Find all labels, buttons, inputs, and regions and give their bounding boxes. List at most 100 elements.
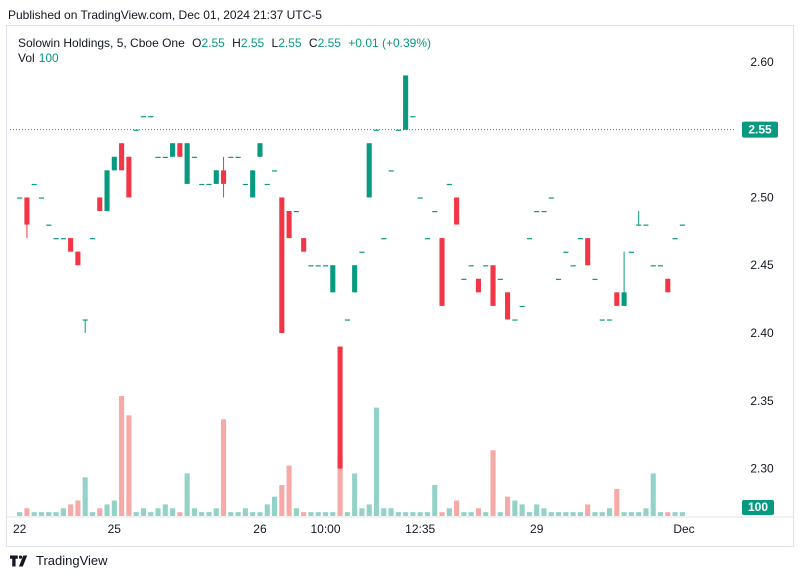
candle-body — [104, 170, 110, 211]
change-value: +0.01 (+0.39%) — [348, 36, 432, 50]
volume-bar — [104, 504, 110, 516]
candle-body — [432, 211, 438, 213]
volume-bar — [665, 512, 671, 516]
candle-body — [592, 278, 598, 280]
volume-bar — [126, 415, 132, 516]
volume-bar — [322, 512, 329, 516]
volume-bar — [271, 496, 278, 516]
candle-body — [483, 265, 489, 267]
volume-bar — [388, 508, 394, 516]
volume-bar — [213, 508, 219, 516]
volume-bar — [475, 508, 481, 516]
x-tick-label: 22 — [13, 522, 27, 536]
volume-bar — [221, 419, 227, 516]
last-price-text: 2.55 — [748, 123, 772, 137]
volume-bar — [446, 508, 452, 516]
last-price-badge — [742, 121, 778, 138]
candle-body — [111, 156, 117, 171]
volume-bar — [395, 512, 401, 516]
candle-body — [497, 278, 503, 280]
volume-bar — [621, 512, 627, 516]
candle-body — [75, 251, 81, 266]
close-value: 2.55 — [317, 36, 341, 50]
volume-label[interactable]: Vol — [18, 51, 35, 65]
candle-body — [38, 197, 45, 199]
volume-bar — [439, 512, 445, 516]
volume-bar — [228, 512, 234, 516]
candle-body — [119, 143, 125, 171]
y-tick-label: 2.50 — [750, 190, 774, 204]
volume-bar — [454, 500, 460, 516]
candle-body — [126, 156, 132, 198]
volume-bar — [570, 512, 576, 516]
candle-body — [563, 251, 569, 253]
candle-body — [322, 265, 329, 267]
candle-body — [410, 116, 416, 118]
open-value: 2.55 — [201, 36, 225, 50]
candle-body — [337, 346, 343, 469]
volume-bar — [17, 512, 23, 516]
candle-body — [170, 143, 176, 157]
volume-bar — [264, 504, 270, 516]
volume-bar — [614, 488, 620, 516]
candle-body — [599, 319, 605, 321]
candle-body — [235, 156, 241, 158]
candle-body — [46, 224, 52, 226]
volume-bar — [60, 508, 66, 516]
candle-body — [366, 143, 372, 198]
volume-bar — [330, 512, 336, 516]
candle-body — [148, 116, 154, 118]
candle-body — [570, 265, 576, 267]
symbol-legend: Solowin Holdings, 5, Cboe One O2.55 H2.5… — [18, 35, 431, 51]
candle-body — [534, 211, 540, 213]
volume-bar — [410, 512, 416, 516]
volume-bar — [344, 512, 350, 516]
candle-body — [606, 319, 613, 321]
volume-badge — [742, 500, 774, 515]
volume-bar — [505, 496, 511, 516]
candle-body — [308, 265, 314, 267]
candle-body — [221, 170, 227, 184]
volume-bar — [366, 504, 372, 516]
candle-body — [82, 319, 88, 321]
volume-bar — [315, 512, 321, 516]
volume-bar — [148, 512, 154, 516]
volume-value: 100 — [38, 51, 59, 65]
candle-body — [614, 292, 620, 306]
candle-body — [388, 170, 394, 172]
volume-bar — [359, 508, 365, 516]
candle-body — [505, 292, 511, 320]
candle-body — [403, 75, 409, 130]
candle-body — [293, 211, 299, 213]
volume-bar — [497, 512, 503, 516]
candle-body — [352, 265, 358, 293]
symbol-name[interactable]: Solowin Holdings, 5, Cboe One — [18, 36, 185, 50]
volume-bar — [68, 504, 74, 516]
candle-body — [454, 197, 460, 225]
candle-body — [344, 319, 350, 321]
volume-bar — [279, 485, 285, 516]
volume-bar — [417, 512, 423, 516]
candle-body — [315, 265, 321, 267]
y-tick-label: 2.35 — [750, 394, 774, 408]
candle-body — [242, 183, 248, 186]
y-tick-label: 2.45 — [750, 258, 774, 272]
candle-body — [206, 183, 212, 186]
candle-body — [155, 156, 161, 158]
volume-bar — [606, 508, 613, 516]
candle-body — [31, 183, 37, 186]
candle-body — [17, 197, 23, 199]
footer-brand[interactable]: TradingView — [10, 553, 108, 568]
volume-bar — [38, 512, 45, 516]
candle-body — [585, 238, 591, 266]
candle-body — [24, 197, 30, 225]
volume-bar — [526, 512, 532, 516]
volume-bar — [177, 512, 183, 516]
candle-body — [162, 156, 168, 158]
volume-bar — [286, 465, 292, 516]
volume-bar — [308, 512, 314, 516]
volume-bar — [563, 512, 569, 516]
x-tick-label: 12:35 — [405, 522, 435, 536]
candle-body — [643, 224, 649, 226]
